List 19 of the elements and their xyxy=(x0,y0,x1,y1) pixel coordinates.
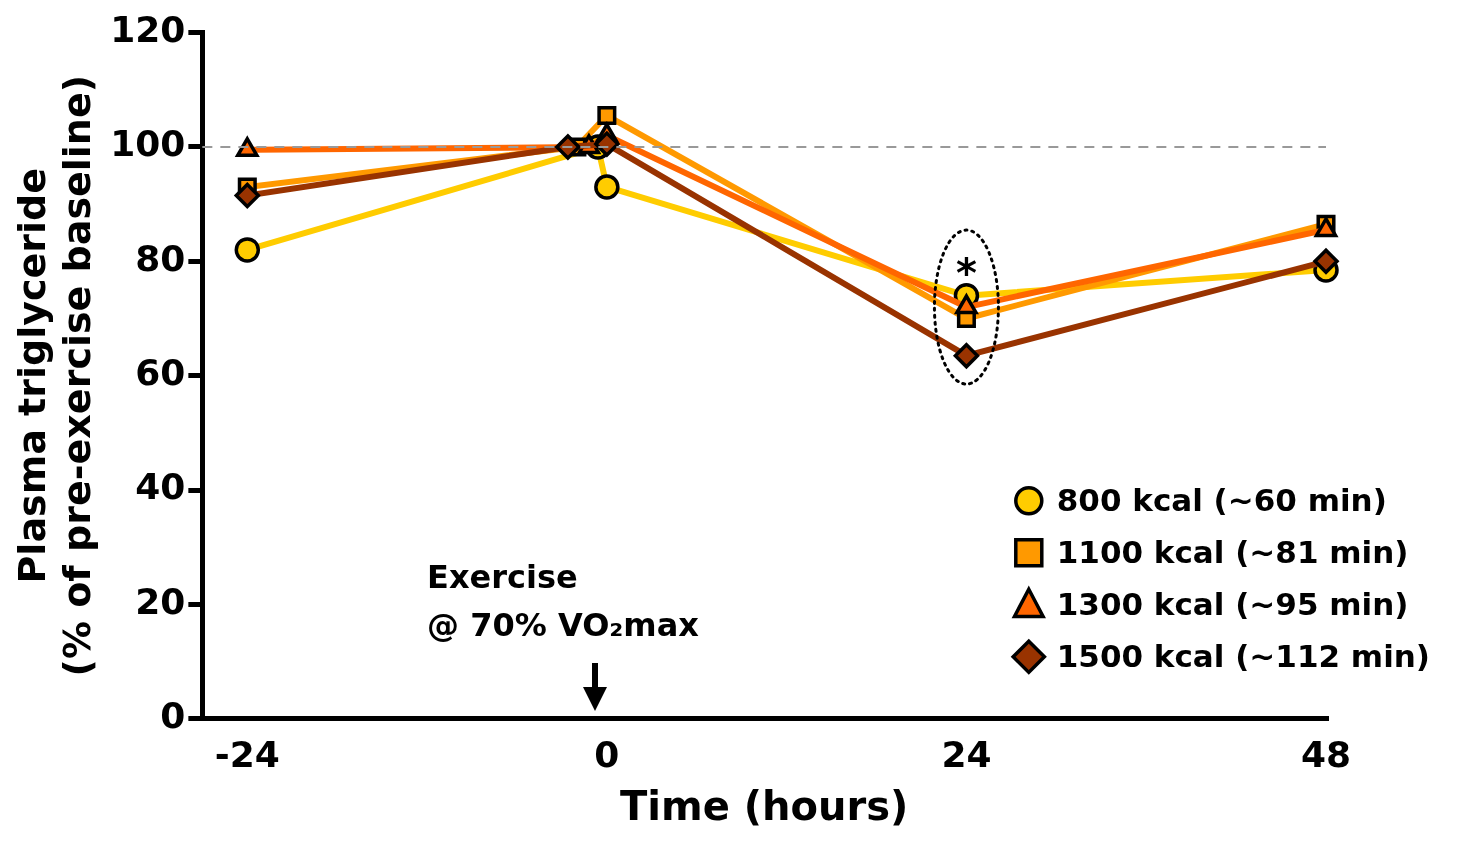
y-tick-label: 120 xyxy=(110,8,186,50)
x-tick-label: 48 xyxy=(1300,733,1352,775)
x-tick-label: -24 xyxy=(214,733,280,775)
y-axis-title: Plasma triglyceride (% of pre-exercise baseline) xyxy=(9,74,100,677)
y-tick-label: 60 xyxy=(135,352,186,394)
y-tick-label: 20 xyxy=(135,580,186,622)
legend-label: 800 kcal (~60 min) xyxy=(1056,481,1387,518)
x-axis-title: Time (hours) xyxy=(620,783,909,830)
legend-label: 1500 kcal (~112 min) xyxy=(1056,637,1431,674)
y-tick-label: 40 xyxy=(135,466,186,508)
annotation: Exercise @ 70% VO₂max xyxy=(427,558,700,645)
legend-label: 1100 kcal (~81 min) xyxy=(1056,533,1409,570)
x-tick-label: 0 xyxy=(594,733,620,775)
y-tick-label: 100 xyxy=(110,123,186,165)
y-tick-label: 0 xyxy=(160,695,186,737)
x-tick-label: 24 xyxy=(941,733,992,775)
legend-label: 1300 kcal (~95 min) xyxy=(1056,585,1409,622)
annotation: * xyxy=(955,250,977,297)
y-tick-label: 80 xyxy=(135,237,186,279)
